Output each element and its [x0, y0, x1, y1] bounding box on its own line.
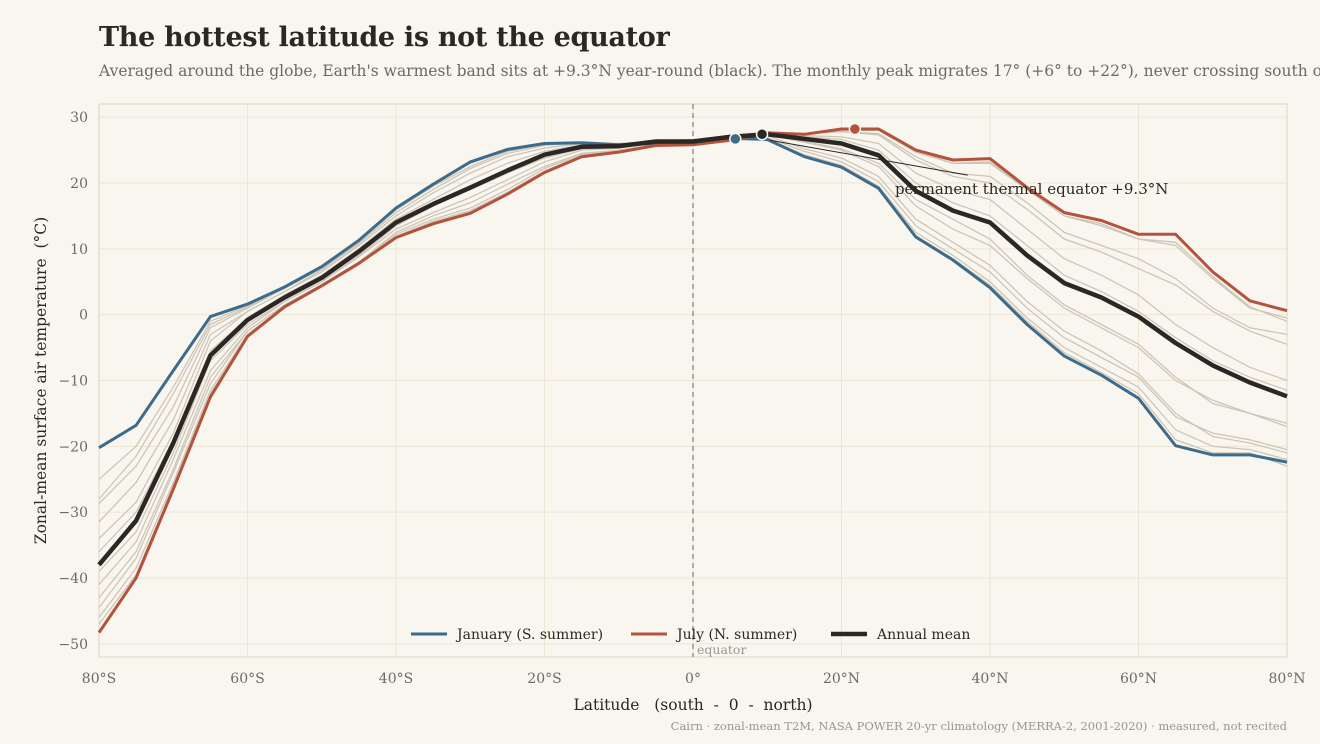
y-tick-label: 30: [70, 110, 88, 126]
equator-label: equator: [697, 642, 746, 657]
y-tick-label: 20: [70, 176, 88, 192]
y-tick-label: −20: [58, 439, 88, 455]
x-tick-label: 80°N: [1268, 671, 1305, 687]
annual-mean-line: [97, 132, 1288, 567]
annotation-leader: [769, 139, 968, 176]
annotation-thermal-equator: permanent thermal equator +9.3°N: [895, 180, 1168, 198]
x-axis-ticks: 80°S 60°S 40°S 20°S 0° 20°N 40°N 60°N 80°N: [82, 671, 1306, 687]
legend: January (S. summer) July (N. summer) Annua…: [411, 627, 970, 643]
july-peak-marker: [848, 122, 862, 136]
y-tick-label: 0: [79, 308, 88, 324]
y-tick-label: −10: [58, 374, 88, 390]
x-tick-label: 60°S: [230, 671, 264, 687]
x-axis-title: Latitude (south - 0 - north): [573, 696, 812, 714]
chart-title: The hottest latitude is not the equator: [99, 22, 670, 53]
july-line: [97, 127, 1288, 634]
y-tick-label: −40: [58, 571, 88, 587]
legend-label: January (S. summer): [455, 627, 603, 643]
january-peak-marker: [729, 132, 742, 146]
legend-label: Annual mean: [876, 627, 970, 643]
x-tick-label: 0°: [685, 671, 701, 687]
main-series: [97, 127, 1288, 634]
y-axis-ticks: 30 20 10 0 −10 −20 −30 −40 −50: [58, 110, 88, 653]
chart-subtitle: Averaged around the globe, Earth's warme…: [99, 62, 1320, 80]
y-tick-label: 10: [70, 242, 88, 258]
legend-label: July (N. summer): [675, 627, 797, 643]
x-tick-label: 40°N: [971, 671, 1008, 687]
x-tick-label: 80°S: [82, 671, 116, 687]
x-tick-label: 40°S: [379, 671, 413, 687]
x-tick-label: 20°S: [527, 671, 561, 687]
x-tick-label: 60°N: [1120, 671, 1157, 687]
caption: Cairn · zonal-mean T2M, NASA POWER 20-yr…: [671, 719, 1288, 733]
x-tick-label: 20°N: [823, 671, 860, 687]
y-tick-label: −50: [58, 637, 88, 653]
peak-markers: [729, 122, 862, 146]
y-tick-label: −30: [58, 505, 88, 521]
annual-peak-marker: [755, 128, 769, 141]
y-axis-title: Zonal-mean surface air temperature (°C): [32, 217, 50, 544]
